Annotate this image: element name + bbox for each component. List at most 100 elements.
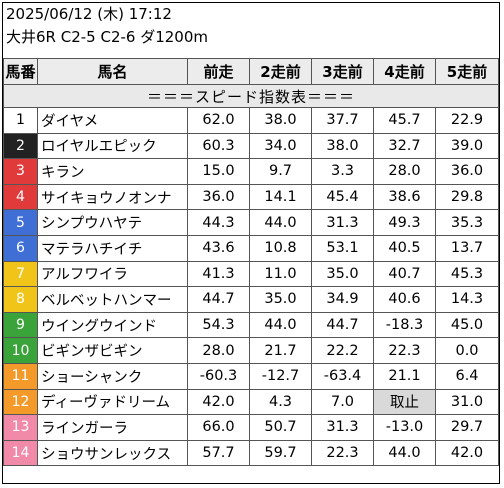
horse-number: 13 [3,414,38,441]
speed-last: 66.0 [187,414,250,441]
horse-name: キラン [37,158,188,185]
horse-number: 5 [3,209,38,236]
horse-name: シンプウハヤテ [37,209,188,236]
table-row: 12 ディーヴァドリーム 42.0 4.3 7.0 取止 31.0 [3,388,499,416]
speed-last: 54.3 [187,311,250,339]
table-row: 7 アルフワイラ 41.3 11.0 35.0 40.7 45.3 [3,260,499,288]
datetime-label: 2025/06/12 (木) 17:12 [6,5,172,23]
speed-3back: 53.1 [311,234,374,262]
horse-name: マテラハチイチ [37,234,188,262]
horse-name: ウイングウインド [37,311,188,339]
horse-number: 14 [3,439,38,467]
speed-last: 60.3 [187,132,250,160]
horse-name: ロイヤルエピック [37,132,188,160]
speed-5back: 35.3 [435,209,499,236]
horse-name: サイキョウノオンナ [37,183,188,211]
speed-2back: 50.7 [249,414,312,441]
speed-2back: 44.0 [249,209,312,236]
speed-2back: 38.0 [249,107,312,134]
table-row: 3 キラン 15.0 9.7 3.3 28.0 36.0 [3,158,499,185]
horse-number: 2 [3,132,38,160]
speed-last: 44.3 [187,209,250,236]
col-header-num: 馬番 [3,58,38,85]
col-header-last: 前走 [187,58,250,85]
header-row: 馬番 馬名 前走 2走前 3走前 4走前 5走前 [3,58,499,85]
horse-number: 10 [3,337,38,364]
speed-3back: 31.3 [311,414,374,441]
speed-4back: 40.7 [373,260,436,288]
outer-frame [2,2,500,484]
speed-last: 28.0 [187,337,250,364]
speed-5back: 31.0 [435,388,499,416]
speed-last: -60.3 [187,362,250,390]
speed-last: 42.0 [187,388,250,416]
col-header-3back: 3走前 [311,58,374,85]
speed-4back-scratched: 取止 [373,388,436,416]
speed-3back: 38.0 [311,132,374,160]
speed-4back: 44.0 [373,439,436,467]
horse-number: 11 [3,362,38,390]
speed-5back: 13.7 [435,234,499,262]
speed-3back: 45.4 [311,183,374,211]
horse-name: ショウサンレックス [37,439,188,467]
speed-last: 15.0 [187,158,250,185]
horse-name: ベルベットハンマー [37,286,188,313]
speed-3back: 35.0 [311,260,374,288]
table-row: 2 ロイヤルエピック 60.3 34.0 38.0 32.7 39.0 [3,132,499,160]
table-row: 1 ダイヤメ 62.0 38.0 37.7 45.7 22.9 [3,107,499,134]
speed-2back: 35.0 [249,286,312,313]
speed-2back: 14.1 [249,183,312,211]
speed-4back: -13.0 [373,414,436,441]
speed-3back: 7.0 [311,388,374,416]
horse-number: 12 [3,388,38,416]
speed-4back: 38.6 [373,183,436,211]
speed-5back: 45.3 [435,260,499,288]
horse-name: ディーヴァドリーム [37,388,188,416]
speed-4back: 22.3 [373,337,436,364]
horse-name: ショーシャンク [37,362,188,390]
table-row: 14 ショウサンレックス 57.7 59.7 22.3 44.0 42.0 [3,439,499,467]
speed-3back: 37.7 [311,107,374,134]
speed-3back: 3.3 [311,158,374,185]
speed-5back: 45.0 [435,311,499,339]
horse-name: ダイヤメ [37,107,188,134]
speed-3back: 22.3 [311,439,374,467]
speed-3back: -63.4 [311,362,374,390]
speed-5back: 22.9 [435,107,499,134]
speed-4back: 45.7 [373,107,436,134]
horse-name: アルフワイラ [37,260,188,288]
table-row: 8 ベルベットハンマー 44.7 35.0 34.9 40.6 14.3 [3,286,499,313]
col-header-name: 馬名 [37,58,188,85]
speed-4back: 21.1 [373,362,436,390]
speed-5back: 42.0 [435,439,499,467]
horse-number: 3 [3,158,38,185]
speed-4back: 32.7 [373,132,436,160]
speed-5back: 0.0 [435,337,499,364]
speed-4back: -18.3 [373,311,436,339]
table-row: 11 ショーシャンク -60.3 -12.7 -63.4 21.1 6.4 [3,362,499,390]
horse-name: ラインガーラ [37,414,188,441]
speed-5back: 29.8 [435,183,499,211]
speed-last: 36.0 [187,183,250,211]
col-header-4back: 4走前 [373,58,436,85]
table-row: 13 ラインガーラ 66.0 50.7 31.3 -13.0 29.7 [3,414,499,441]
speed-2back: 9.7 [249,158,312,185]
speed-4back: 40.5 [373,234,436,262]
horse-name: ビギンザビギン [37,337,188,364]
race-info-label: 大井6R C2-5 C2-6 ダ1200m [6,28,209,46]
speed-3back: 31.3 [311,209,374,236]
horse-number: 1 [3,107,38,134]
horse-number: 4 [3,183,38,211]
table-row: 5 シンプウハヤテ 44.3 44.0 31.3 49.3 35.3 [3,209,499,236]
table-row: 4 サイキョウノオンナ 36.0 14.1 45.4 38.6 29.8 [3,183,499,211]
speed-2back: 21.7 [249,337,312,364]
speed-5back: 6.4 [435,362,499,390]
speed-2back: 11.0 [249,260,312,288]
speed-2back: 34.0 [249,132,312,160]
table-row: 6 マテラハチイチ 43.6 10.8 53.1 40.5 13.7 [3,234,499,262]
table-row: 9 ウイングウインド 54.3 44.0 44.7 -18.3 45.0 [3,311,499,339]
speed-4back: 40.6 [373,286,436,313]
speed-4back: 49.3 [373,209,436,236]
horse-number: 8 [3,286,38,313]
col-header-5back: 5走前 [435,58,499,85]
